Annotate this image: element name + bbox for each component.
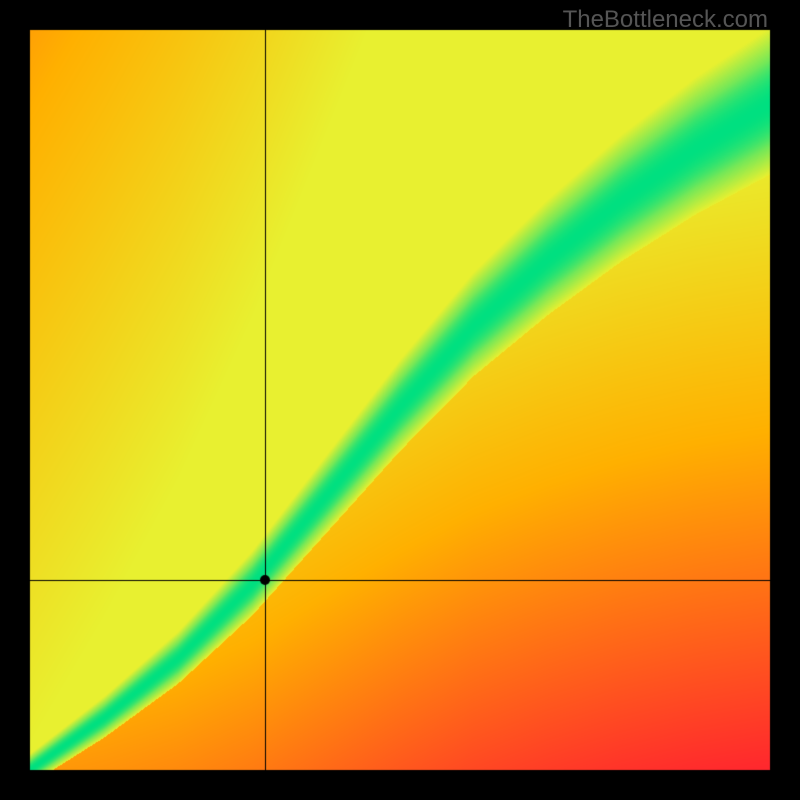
heatmap-canvas: [0, 0, 800, 800]
chart-container: TheBottleneck.com: [0, 0, 800, 800]
watermark-text: TheBottleneck.com: [563, 6, 768, 34]
